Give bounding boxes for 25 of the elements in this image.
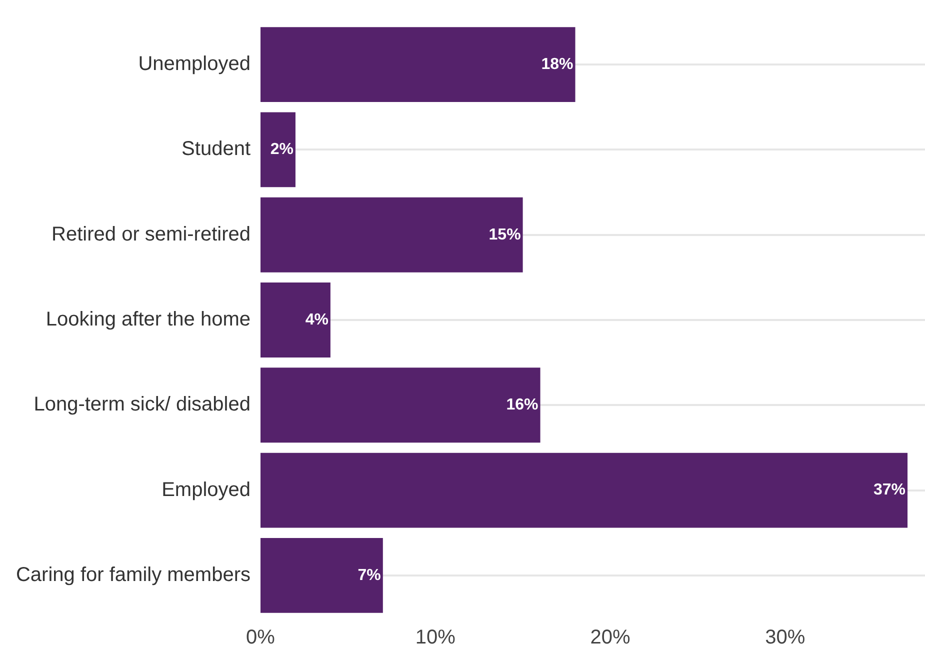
data-label: 18%: [541, 56, 574, 73]
y-tick-label: Retired or semi-retired: [52, 223, 250, 246]
bar: [260, 197, 523, 272]
y-tick-label: Employed: [162, 478, 250, 501]
data-label: 2%: [270, 141, 294, 158]
bar: [260, 368, 540, 443]
data-label: 15%: [488, 226, 521, 244]
data-label: 16%: [506, 396, 538, 414]
bar: [260, 112, 296, 188]
bar: [260, 452, 908, 528]
x-tick-label: 30%: [765, 626, 806, 649]
y-tick-label: Student: [182, 138, 251, 160]
y-tick-label: Looking after the home: [46, 308, 250, 331]
y-tick-label: Unemployed: [138, 53, 250, 76]
bar: [260, 538, 383, 613]
bar: [260, 27, 576, 102]
x-tick-label: 20%: [590, 626, 630, 649]
y-tick-label: Long-term sick/ disabled: [34, 394, 250, 416]
x-tick-label: 10%: [415, 626, 456, 649]
y-tick-label: Caring for family members: [16, 564, 250, 586]
bar: [260, 282, 330, 358]
data-label: 7%: [358, 566, 381, 584]
data-label: 4%: [305, 311, 328, 328]
data-label: 37%: [873, 482, 906, 499]
x-tick-label: 0%: [246, 626, 276, 649]
